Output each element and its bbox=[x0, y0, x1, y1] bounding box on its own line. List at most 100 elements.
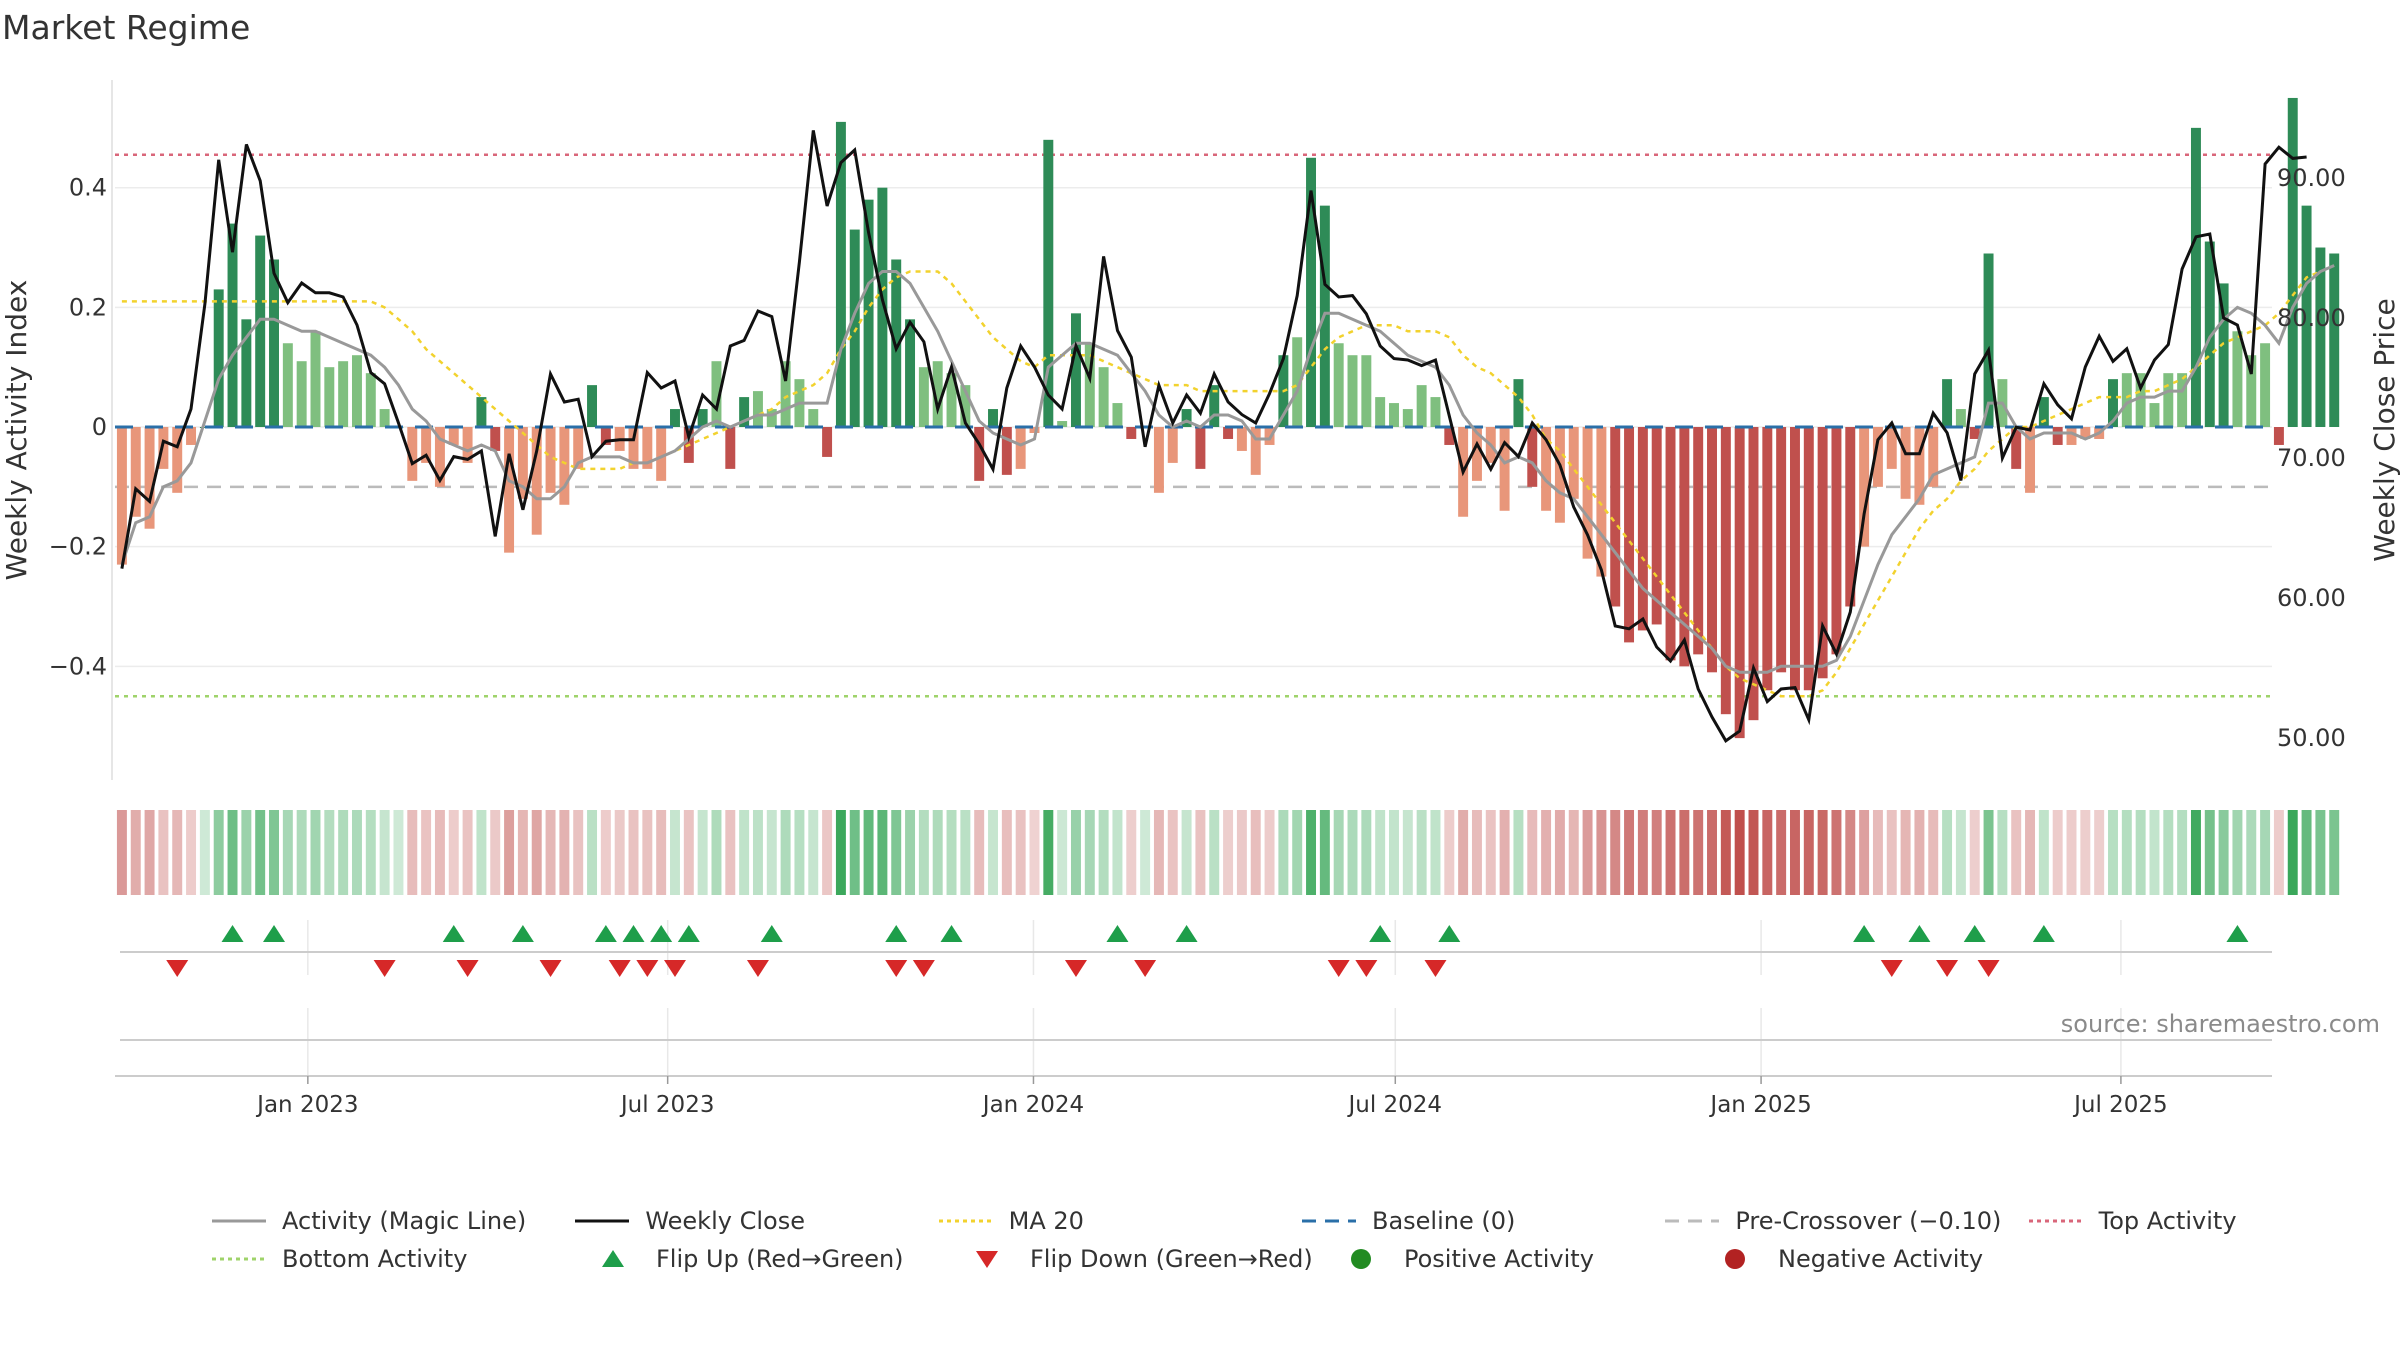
activity-bar bbox=[351, 355, 362, 428]
ribbon-cell bbox=[683, 810, 694, 895]
ribbon-cell bbox=[2287, 810, 2298, 895]
ribbon-cell bbox=[1306, 810, 1317, 895]
ribbon-cell bbox=[1140, 810, 1151, 895]
ribbon-cell bbox=[517, 810, 528, 895]
flip-up-marker bbox=[594, 925, 617, 942]
activity-bar bbox=[2246, 355, 2257, 428]
ribbon-cell bbox=[1693, 810, 1704, 895]
activity-bar bbox=[2108, 379, 2118, 428]
activity-bar bbox=[1015, 427, 1026, 469]
activity-bar bbox=[946, 373, 957, 428]
activity-bar bbox=[116, 427, 127, 565]
ribbon-cell bbox=[199, 810, 210, 895]
y-axis-label: Weekly Activity Index bbox=[0, 280, 33, 581]
ribbon-cell bbox=[1292, 810, 1303, 895]
ribbon-cell bbox=[1527, 810, 1538, 895]
ribbon-cell bbox=[1900, 810, 1911, 895]
ribbon-cell bbox=[1015, 810, 1026, 895]
activity-bar bbox=[1043, 139, 1054, 428]
activity-bar bbox=[1112, 403, 1123, 428]
activity-bar bbox=[988, 409, 998, 428]
activity-bar bbox=[1389, 403, 1399, 428]
activity-bar bbox=[1942, 379, 1953, 428]
ribbon-cell bbox=[1541, 810, 1552, 895]
activity-bar bbox=[434, 427, 445, 487]
ribbon-cell bbox=[1997, 810, 2008, 895]
flip-up-marker bbox=[263, 925, 286, 942]
flip-up-marker bbox=[1438, 925, 1461, 942]
activity-bar bbox=[656, 427, 667, 481]
ribbon-cell bbox=[1153, 810, 1164, 895]
legend-item-close: Weekly Close bbox=[573, 1202, 936, 1240]
activity-bar bbox=[849, 229, 860, 428]
y-tick-label: −0.2 bbox=[49, 533, 107, 561]
y2-tick-label: 50.00 bbox=[2277, 724, 2346, 752]
activity-bar bbox=[1541, 427, 1552, 511]
ribbon-cell bbox=[2038, 810, 2049, 895]
ribbon-cell bbox=[434, 810, 445, 895]
flip-down-marker bbox=[539, 960, 562, 977]
activity-bar bbox=[2149, 403, 2160, 428]
ribbon-cell bbox=[1361, 810, 1372, 895]
activity-bar bbox=[918, 367, 929, 428]
ribbon-cell bbox=[780, 810, 791, 895]
activity-bar bbox=[296, 361, 307, 428]
ribbon-cell bbox=[172, 810, 183, 895]
series-lines bbox=[115, 130, 2335, 743]
flip-down-marker bbox=[1880, 960, 1903, 977]
ribbon-cell bbox=[932, 810, 943, 895]
activity-bar bbox=[2190, 127, 2201, 428]
pink-dotted-line-icon bbox=[2028, 1219, 2083, 1223]
ribbon-cell bbox=[144, 810, 155, 895]
ribbon-cell bbox=[960, 810, 971, 895]
flip-down-marker bbox=[608, 960, 631, 977]
reference-lines bbox=[115, 153, 2272, 698]
activity-bar bbox=[172, 427, 183, 493]
activity-bar bbox=[1195, 427, 1206, 469]
activity-bar bbox=[1734, 427, 1745, 739]
legend-row: Activity (Magic Line) Weekly Close MA 20 Ba… bbox=[210, 1202, 2390, 1240]
activity-bar bbox=[545, 427, 556, 493]
ribbon-cell bbox=[282, 810, 293, 895]
ribbon-cell bbox=[2315, 810, 2326, 895]
ribbon-cell bbox=[2011, 810, 2022, 895]
activity-bar bbox=[1513, 379, 1524, 428]
activity-bar bbox=[1444, 427, 1455, 445]
ribbon-cell bbox=[1223, 810, 1234, 895]
ribbon-cell bbox=[752, 810, 763, 895]
activity-bar bbox=[1070, 313, 1081, 428]
activity-bar bbox=[1900, 427, 1911, 499]
activity-bar bbox=[905, 319, 916, 428]
ribbon-cell bbox=[545, 810, 556, 895]
ribbon-cell bbox=[1748, 810, 1759, 895]
ribbon-cell bbox=[1610, 810, 1621, 895]
flip-down-marker bbox=[1134, 960, 1157, 977]
ribbon-cell bbox=[1568, 810, 1579, 895]
ribbon-cell bbox=[462, 810, 473, 895]
legend-label: Top Activity bbox=[2098, 1207, 2237, 1235]
ribbon-cell bbox=[213, 810, 224, 895]
activity-bar bbox=[1292, 337, 1303, 428]
flip-up-marker bbox=[1963, 925, 1986, 942]
flip-up-marker bbox=[442, 925, 465, 942]
ribbon-cell bbox=[1914, 810, 1925, 895]
flip-up-marker bbox=[760, 925, 783, 942]
ribbon-cell bbox=[1278, 810, 1289, 895]
activity-bar bbox=[1333, 343, 1344, 428]
ribbon-cell bbox=[2135, 810, 2146, 895]
ribbon-cell bbox=[186, 810, 197, 895]
activity-bar bbox=[517, 427, 528, 499]
ribbon-cell bbox=[1596, 810, 1607, 895]
flip-up-marker bbox=[2032, 925, 2055, 942]
ribbon-cell bbox=[1029, 810, 1040, 895]
ribbon-cell bbox=[255, 810, 266, 895]
ribbon-cell bbox=[974, 810, 985, 895]
ribbon-cell bbox=[310, 810, 321, 895]
ribbon-cell bbox=[1720, 810, 1731, 895]
flip-down-marker bbox=[1355, 960, 1378, 977]
ribbon-cell bbox=[918, 810, 929, 895]
ribbon-cell bbox=[697, 810, 708, 895]
ribbon-cell bbox=[1485, 810, 1496, 895]
activity-bar bbox=[891, 259, 902, 428]
x-tick-label: Jan 2024 bbox=[981, 1092, 1084, 1118]
